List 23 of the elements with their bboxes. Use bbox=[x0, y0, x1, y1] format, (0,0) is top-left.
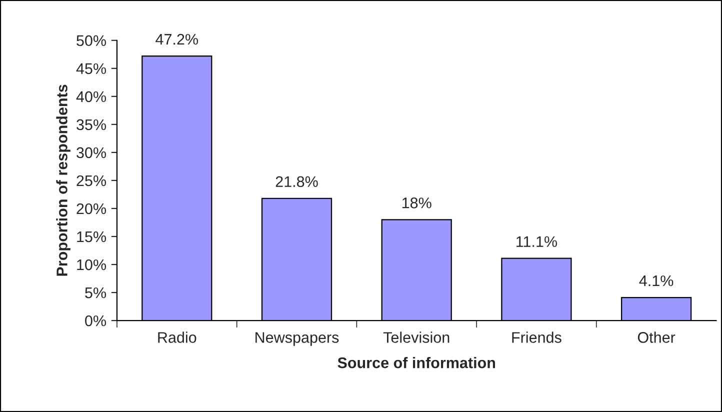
data-label: 11.1% bbox=[516, 236, 557, 247]
y-tick-label: 0% bbox=[85, 315, 106, 326]
y-tick-label: 30% bbox=[76, 147, 106, 158]
data-label: 18% bbox=[402, 198, 432, 208]
data-label: 47.2% bbox=[156, 34, 198, 45]
data-label: 21.8% bbox=[276, 176, 318, 188]
y-tick-label: 40% bbox=[76, 91, 106, 102]
data-label: 4.1% bbox=[639, 275, 674, 286]
x-tick-label: Friends bbox=[512, 332, 562, 343]
y-tick-label: 50% bbox=[76, 35, 106, 46]
y-tick-label: 20% bbox=[76, 203, 106, 214]
y-tick-label: 45% bbox=[76, 63, 106, 74]
x-tick-label: Newspapers bbox=[256, 332, 339, 346]
x-tick-label: Television bbox=[383, 332, 450, 343]
y-tick-label: 10% bbox=[77, 259, 106, 270]
x-tick-label: Radio bbox=[158, 332, 196, 343]
y-tick-label: 15% bbox=[77, 231, 106, 242]
x-tick-label: Other bbox=[638, 332, 676, 343]
y-tick-label: 25% bbox=[76, 175, 106, 186]
y-axis-title: Proportion of respondents bbox=[56, 84, 70, 276]
y-tick-label: 5% bbox=[85, 287, 106, 298]
x-axis-title: Source of information bbox=[338, 357, 496, 368]
y-tick-label: 35% bbox=[76, 119, 106, 130]
